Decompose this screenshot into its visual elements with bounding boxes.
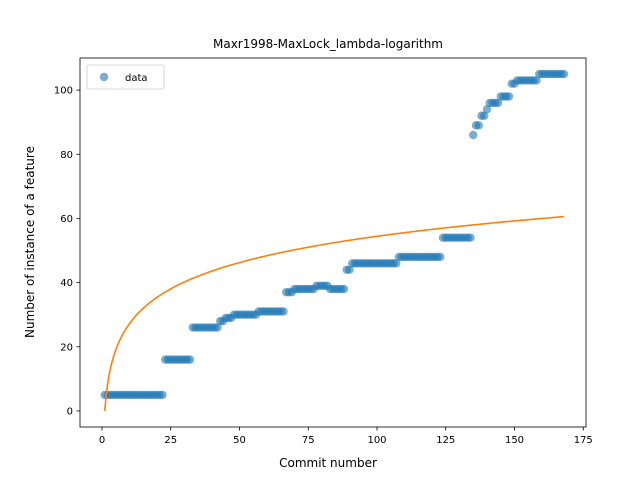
y-tick-label: 20 (60, 342, 73, 353)
data-point (213, 323, 222, 332)
y-tick-label: 80 (60, 150, 73, 161)
data-point (469, 130, 478, 140)
y-tick-label: 60 (60, 214, 73, 225)
data-point (339, 284, 349, 294)
data-point (559, 69, 569, 79)
y-axis-label: Number of instance of a feature (23, 146, 37, 338)
data-point (436, 252, 445, 262)
data-point (466, 233, 475, 242)
data-point (279, 307, 288, 316)
data-point (392, 259, 401, 268)
data-point (185, 355, 195, 364)
x-tick-label: 25 (164, 435, 177, 446)
x-tick-label: 125 (436, 435, 455, 446)
data-point (158, 390, 167, 400)
x-tick-label: 0 (99, 435, 105, 446)
y-tick-label: 100 (54, 86, 73, 97)
legend-marker-data (99, 72, 109, 82)
data-point (345, 265, 354, 274)
data-point (493, 98, 503, 108)
x-axis-label: Commit number (279, 456, 377, 470)
series-data-points (100, 69, 569, 400)
data-point (532, 76, 541, 85)
data-point (504, 92, 514, 101)
legend-label-data: data (125, 73, 148, 84)
data-point (480, 111, 489, 120)
x-tick-label: 50 (233, 435, 246, 446)
x-tick-label: 75 (302, 435, 315, 446)
legend: data (86, 64, 165, 90)
data-point (474, 121, 483, 130)
x-tick-label: 175 (574, 435, 593, 446)
axes-frame (79, 57, 587, 428)
data-point (482, 105, 492, 114)
chart-title: Maxr1998-MaxLock_lambda-logarithm (213, 37, 443, 51)
legend-box (86, 64, 165, 90)
y-tick-label: 40 (60, 278, 73, 289)
plot-area (100, 69, 569, 412)
fit-curve-line (103, 215, 565, 412)
y-tick-label: 0 (67, 406, 73, 417)
axes: 0 25 50 75 100 125 150 175 0 20 40 60 80 100 (54, 57, 593, 446)
x-tick-label: 100 (367, 435, 386, 446)
x-tick-label: 150 (505, 435, 524, 446)
